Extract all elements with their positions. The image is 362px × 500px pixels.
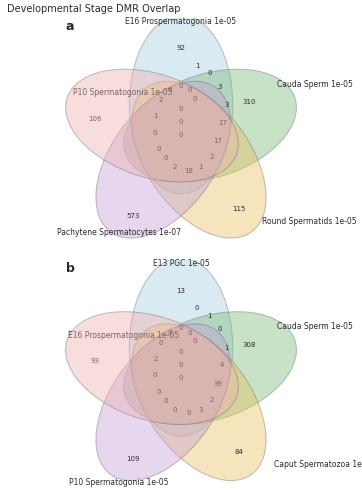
Text: 0: 0 bbox=[179, 132, 183, 138]
Ellipse shape bbox=[124, 312, 296, 424]
Text: 4: 4 bbox=[220, 362, 224, 368]
Text: 1: 1 bbox=[153, 113, 158, 119]
Text: 0: 0 bbox=[179, 348, 183, 354]
Text: 0: 0 bbox=[217, 326, 222, 332]
Text: 106: 106 bbox=[88, 116, 102, 121]
Text: 3: 3 bbox=[198, 406, 202, 412]
Text: 0: 0 bbox=[186, 410, 190, 416]
Text: 0: 0 bbox=[153, 130, 157, 136]
Text: 1: 1 bbox=[224, 344, 229, 350]
Text: 0: 0 bbox=[179, 106, 183, 112]
Text: Cauda Sperm 1e-05: Cauda Sperm 1e-05 bbox=[277, 80, 353, 89]
Text: 92: 92 bbox=[177, 45, 185, 51]
Text: a: a bbox=[66, 20, 74, 33]
Text: 0: 0 bbox=[167, 88, 172, 94]
Text: 2: 2 bbox=[172, 164, 177, 170]
Text: b: b bbox=[66, 262, 75, 276]
Text: 39: 39 bbox=[213, 380, 222, 386]
Ellipse shape bbox=[132, 82, 266, 238]
Text: 0: 0 bbox=[153, 372, 157, 378]
Text: 0: 0 bbox=[187, 330, 192, 336]
Text: 0: 0 bbox=[187, 88, 192, 94]
Text: 0: 0 bbox=[193, 338, 197, 344]
Ellipse shape bbox=[96, 324, 230, 480]
Text: P10 Spermatogonia 1e-05: P10 Spermatogonia 1e-05 bbox=[73, 88, 172, 97]
Text: 0: 0 bbox=[179, 119, 183, 125]
Text: 3: 3 bbox=[224, 102, 229, 108]
Ellipse shape bbox=[66, 69, 238, 182]
Text: 109: 109 bbox=[126, 456, 140, 462]
Text: 0: 0 bbox=[179, 374, 183, 380]
Ellipse shape bbox=[66, 312, 238, 424]
Ellipse shape bbox=[129, 15, 233, 194]
Ellipse shape bbox=[96, 82, 230, 238]
Text: 0: 0 bbox=[164, 398, 168, 404]
Ellipse shape bbox=[132, 324, 266, 480]
Text: 573: 573 bbox=[126, 213, 139, 219]
Text: 0: 0 bbox=[208, 70, 212, 76]
Text: 2: 2 bbox=[209, 154, 214, 160]
Text: 93: 93 bbox=[91, 358, 100, 364]
Text: 2: 2 bbox=[159, 97, 163, 103]
Text: 0: 0 bbox=[172, 406, 177, 412]
Text: Caput Spermatozoa 1e-05: Caput Spermatozoa 1e-05 bbox=[274, 460, 362, 469]
Text: 0: 0 bbox=[179, 82, 183, 88]
Text: 308: 308 bbox=[243, 342, 256, 347]
Text: 0: 0 bbox=[159, 340, 163, 345]
Text: 0: 0 bbox=[167, 330, 172, 336]
Text: Cauda Sperm 1e-05: Cauda Sperm 1e-05 bbox=[277, 322, 353, 332]
Text: Developmental Stage DMR Overlap: Developmental Stage DMR Overlap bbox=[7, 4, 181, 14]
Text: 0: 0 bbox=[156, 146, 161, 152]
Text: E16 Prospermatogonia 1e-05: E16 Prospermatogonia 1e-05 bbox=[126, 16, 236, 26]
Ellipse shape bbox=[129, 258, 233, 436]
Text: 0: 0 bbox=[156, 388, 161, 394]
Text: 84: 84 bbox=[234, 448, 243, 454]
Text: 2: 2 bbox=[153, 356, 158, 362]
Text: 17: 17 bbox=[218, 120, 227, 126]
Text: 0: 0 bbox=[179, 325, 183, 331]
Text: 115: 115 bbox=[232, 206, 245, 212]
Text: 0: 0 bbox=[179, 362, 183, 368]
Text: 0: 0 bbox=[193, 96, 197, 102]
Text: 1: 1 bbox=[208, 312, 212, 318]
Text: 13: 13 bbox=[177, 288, 185, 294]
Ellipse shape bbox=[124, 69, 296, 182]
Text: 0: 0 bbox=[195, 305, 199, 311]
Text: P10 Spermatogonia 1e-05: P10 Spermatogonia 1e-05 bbox=[69, 478, 168, 486]
Text: 3: 3 bbox=[217, 84, 222, 89]
Text: 0: 0 bbox=[164, 156, 168, 162]
Text: Round Spermatids 1e-05: Round Spermatids 1e-05 bbox=[262, 218, 357, 226]
Text: E13 PGC 1e-05: E13 PGC 1e-05 bbox=[153, 259, 209, 268]
Text: 17: 17 bbox=[213, 138, 222, 144]
Text: E16 Prospermatogonia 1e-05: E16 Prospermatogonia 1e-05 bbox=[68, 330, 179, 340]
Text: 2: 2 bbox=[209, 396, 214, 402]
Text: 18: 18 bbox=[184, 168, 193, 173]
Text: 310: 310 bbox=[243, 99, 256, 105]
Text: 1: 1 bbox=[195, 62, 199, 68]
Text: Pachytene Spermatocytes 1e-07: Pachytene Spermatocytes 1e-07 bbox=[57, 228, 181, 237]
Text: 1: 1 bbox=[198, 164, 202, 170]
